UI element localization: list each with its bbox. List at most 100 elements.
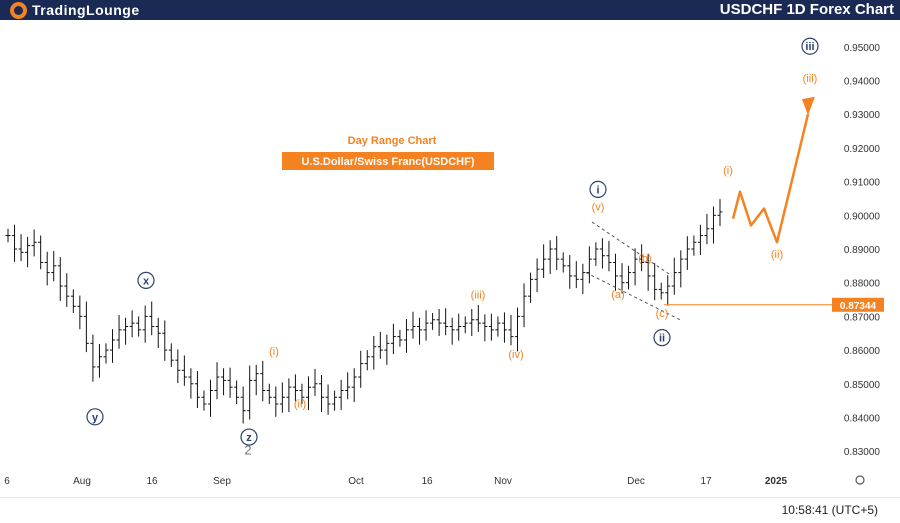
y-tick-label: 0.89000 [844, 245, 881, 256]
y-tick-label: 0.85000 [844, 380, 881, 391]
ohlc-bar [116, 315, 122, 349]
ohlc-bar [515, 307, 521, 352]
ohlc-bar [70, 289, 76, 314]
ohlc-bar [57, 257, 63, 301]
ohlc-bar [554, 236, 560, 270]
ohlc-bar [31, 229, 37, 257]
ohlc-bar [5, 228, 11, 243]
chart-subtitle: Day Range Chart [348, 135, 437, 147]
ohlc-bar [626, 265, 632, 290]
ohlc-bar [96, 344, 102, 378]
ohlc-bar [155, 317, 161, 349]
ohlc-bar [18, 234, 24, 262]
ohlc-bar [580, 263, 586, 295]
wave-label-orange: (a) [611, 289, 624, 301]
ohlc-bar [299, 383, 305, 404]
ohlc-bar [521, 283, 527, 328]
ohlc-bar [279, 382, 285, 413]
ohlc-bar [573, 261, 579, 289]
ohlc-bar [632, 248, 638, 286]
wave-circle [240, 428, 258, 446]
wave-label-orange: (c) [656, 308, 669, 320]
ohlc-bar [358, 350, 364, 388]
clock-readout: 10:58:41 (UTC+5) [781, 503, 878, 517]
x-tick-label: 16 [421, 476, 433, 487]
y-tick-label: 0.86000 [844, 346, 881, 357]
x-tick-label: Aug [73, 476, 91, 487]
x-tick-label: 6 [4, 476, 10, 487]
wave-circle [86, 408, 104, 426]
brand-name: TradingLounge [32, 2, 140, 18]
ohlc-bar [273, 386, 279, 417]
ohlc-bar [188, 368, 194, 399]
x-tick-label: Nov [494, 476, 512, 487]
ohlc-bar [586, 246, 592, 284]
ohlc-bar [123, 317, 129, 345]
ohlc-bar [149, 301, 155, 336]
wave-label-orange: (v) [592, 201, 605, 213]
ohlc-bar [443, 308, 449, 336]
price-chart[interactable]: 0.87344 (v) (b) (a) (c) (iii) (i) (ii) (iv) (i) (i… [0, 20, 900, 497]
wave-circle [589, 180, 607, 199]
wave-label-orange: (ii) [294, 398, 306, 410]
ohlc-bar [612, 253, 618, 291]
ohlc-bar [319, 375, 325, 413]
ohlc-bar [260, 360, 266, 402]
chart-title: USDCHF 1D Forex Chart [719, 1, 894, 18]
y-tick-label: 0.84000 [844, 413, 881, 424]
ohlc-bar [77, 295, 83, 330]
y-tick-label: 0.94000 [844, 77, 881, 88]
ohlc-bar [384, 334, 390, 365]
ohlc-bar [103, 343, 109, 364]
ohlc-bar [253, 364, 259, 396]
ohlc-bar [410, 311, 416, 339]
instrument-label: U.S.Dollar/Swiss Franc(USDCHF) [302, 156, 475, 168]
gear-icon[interactable] [855, 475, 865, 485]
brand-logo: TradingLounge [10, 1, 140, 19]
ohlc-bar [475, 304, 481, 332]
logo-icon [10, 1, 27, 19]
ohlc-bar [332, 390, 338, 411]
wave-label-orange: (iii) [803, 73, 818, 85]
ohlc-bar [110, 329, 116, 363]
wave-label-navy: 2 [244, 443, 251, 458]
x-tick-label: Oct [348, 476, 364, 487]
ohlc-bar [351, 368, 357, 402]
ohlc-bar [44, 251, 50, 286]
wave-circle [801, 37, 819, 55]
x-tick-label: 17 [700, 476, 712, 487]
ohlc-bar [175, 349, 181, 384]
ohlc-bar [38, 235, 44, 270]
ohlc-bar [181, 355, 187, 386]
ohlc-bar [51, 251, 57, 282]
ohlc-bar [364, 350, 370, 371]
ohlc-bar [286, 378, 292, 413]
ohlc-bar [234, 380, 240, 404]
wave-label-navy: iii [805, 41, 814, 53]
ohlc-bar [345, 372, 351, 400]
ohlc-bar [528, 272, 534, 303]
ohlc-bar [12, 224, 18, 262]
ohlc-bar [417, 317, 423, 345]
ohlc-bar [678, 250, 684, 288]
ohlc-bar [221, 368, 227, 396]
ohlc-bar [325, 384, 331, 415]
ohlc-bar [90, 334, 96, 382]
wave-label-orange: (iii) [471, 290, 486, 302]
ohlc-bar [684, 236, 690, 270]
ohlc-bar [168, 343, 174, 367]
ohlc-bar [560, 252, 566, 273]
ohlc-bar [390, 323, 396, 355]
ohlc-bar [495, 316, 501, 337]
wave-label-navy: y [92, 412, 99, 424]
ohlc-bar [665, 275, 671, 306]
header-bar: TradingLounge USDCHF 1D Forex Chart [0, 0, 900, 20]
ohlc-bar [397, 329, 403, 347]
ohlc-bar [469, 308, 475, 336]
wave-label-orange: (iv) [508, 349, 523, 361]
ohlc-bar [214, 362, 220, 400]
y-tick-label: 0.93000 [844, 110, 881, 121]
wave-label-orange: (i) [269, 346, 279, 358]
ohlc-bar [305, 376, 311, 411]
wave-circle [137, 271, 155, 289]
